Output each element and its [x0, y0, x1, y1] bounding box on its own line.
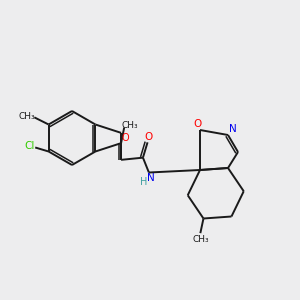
Text: CH₃: CH₃ [19, 112, 36, 121]
Text: O: O [121, 133, 129, 143]
Text: CH₃: CH₃ [122, 121, 139, 130]
Text: N: N [229, 124, 237, 134]
Text: N: N [147, 172, 155, 182]
Text: H: H [140, 176, 148, 187]
Text: O: O [194, 119, 202, 129]
Text: Cl: Cl [24, 142, 34, 152]
Text: CH₃: CH₃ [192, 235, 209, 244]
Text: O: O [144, 132, 153, 142]
